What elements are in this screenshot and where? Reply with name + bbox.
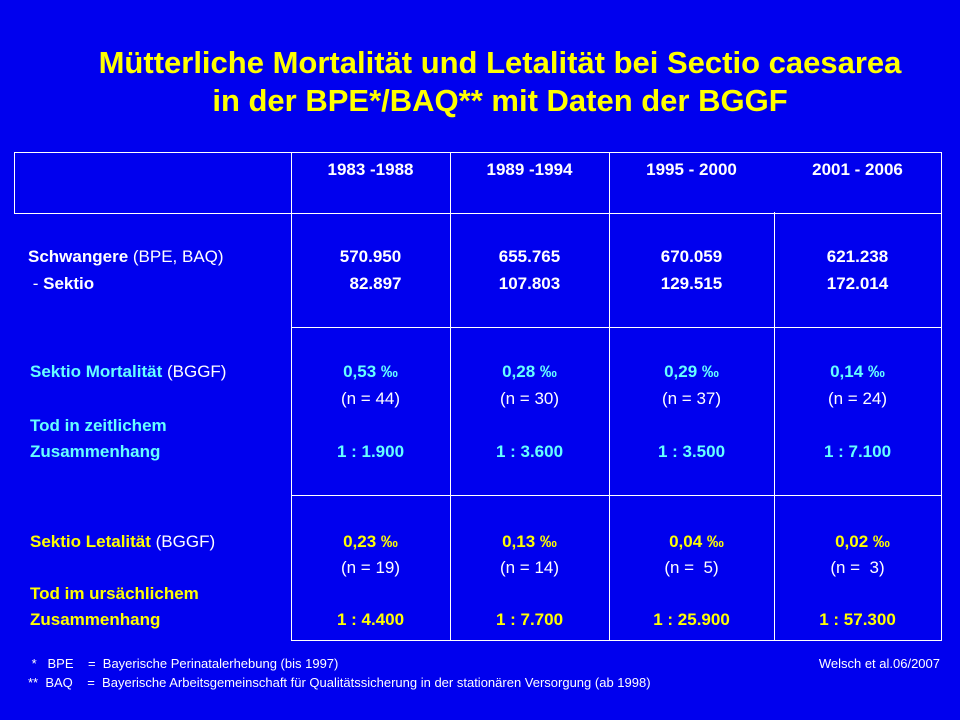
row-label-mortality: Sektio Mortalität (BGGF) bbox=[30, 362, 226, 381]
period-header-1: 1983 -1988 bbox=[327, 160, 414, 179]
mortality-ratio-1: 1 : 1.900 bbox=[336, 442, 405, 461]
lethality-count-4: (n = 3) bbox=[830, 558, 885, 577]
pregnant-value-1: 570.950 bbox=[339, 247, 402, 266]
row-label-lethality: Sektio Letalität (BGGF) bbox=[30, 532, 215, 551]
sektio-value-3: 129.515 bbox=[660, 274, 723, 293]
lethality-rate-3: 0,04 ‰ bbox=[669, 532, 724, 551]
mortality-count-2: (n = 30) bbox=[499, 389, 560, 408]
label-lethality-source: (BGGF) bbox=[150, 532, 216, 551]
mortality-rate-3: 0,29 ‰ bbox=[664, 362, 719, 381]
pregnant-value-4: 621.238 bbox=[826, 247, 889, 266]
lethality-ratio-1: 1 : 4.400 bbox=[336, 610, 405, 629]
sektio-value-4: 172.014 bbox=[826, 274, 889, 293]
mortality-count-4: (n = 24) bbox=[827, 389, 888, 408]
table-row-rule-1 bbox=[291, 327, 942, 328]
mortality-rate-2: 0,28 ‰ bbox=[502, 362, 557, 381]
credit: Welsch et al.06/2007 bbox=[818, 656, 940, 671]
label-lethality: Sektio Letalität bbox=[30, 532, 151, 551]
mortality-desc-1: Tod in zeitlichem bbox=[30, 416, 167, 435]
pregnant-value-2: 655.765 bbox=[498, 247, 561, 266]
mortality-count-3: (n = 37) bbox=[661, 389, 722, 408]
data-table: 1983 -1988 1989 -1994 1995 - 2000 2001 -… bbox=[14, 152, 942, 641]
period-header-3: 1995 - 2000 bbox=[646, 160, 737, 179]
footnote-bpe: * BPE = Bayerische Perinatalerhebung (bi… bbox=[28, 656, 339, 671]
period-header-2: 1989 -1994 bbox=[486, 160, 573, 179]
table-border-top bbox=[14, 152, 942, 153]
title-line-2: in der BPE*/BAQ** mit Daten der BGGF bbox=[212, 83, 788, 118]
footnote-baq: ** BAQ = Bayerische Arbeitsgemeinschaft … bbox=[28, 675, 651, 690]
mortality-ratio-4: 1 : 7.100 bbox=[823, 442, 892, 461]
label-sektio: Sektio bbox=[43, 274, 95, 293]
lethality-count-2: (n = 14) bbox=[499, 558, 560, 577]
table-border-right bbox=[941, 152, 942, 641]
sektio-dash: - bbox=[28, 274, 44, 293]
mortality-count-1: (n = 44) bbox=[340, 389, 401, 408]
title-line-1: Mütterliche Mortalität und Letalität bei… bbox=[98, 45, 902, 80]
lethality-rate-1: 0,23 ‰ bbox=[343, 532, 398, 551]
lethality-rate-4: 0,02 ‰ bbox=[835, 532, 890, 551]
table-divider-1 bbox=[291, 152, 292, 641]
mortality-rate-1: 0,53 ‰ bbox=[343, 362, 398, 381]
pregnant-value-3: 670.059 bbox=[660, 247, 723, 266]
table-border-left bbox=[14, 152, 15, 214]
sektio-value-1: 82.897 bbox=[349, 274, 402, 293]
row-label-pregnant: Schwangere (BPE, BAQ) bbox=[28, 247, 224, 266]
lethality-ratio-4: 1 : 57.300 bbox=[819, 610, 896, 629]
lethality-count-1: (n = 19) bbox=[340, 558, 401, 577]
label-mortality: Sektio Mortalität bbox=[30, 362, 163, 381]
table-row-rule-2 bbox=[291, 495, 942, 496]
table-divider-2 bbox=[450, 152, 451, 641]
row-label-sektio: - Sektio bbox=[28, 274, 94, 293]
lethality-count-3: (n = 5) bbox=[664, 558, 719, 577]
mortality-rate-4: 0,14 ‰ bbox=[830, 362, 885, 381]
table-border-bottom bbox=[291, 640, 942, 641]
lethality-ratio-3: 1 : 25.900 bbox=[653, 610, 730, 629]
sektio-value-2: 107.803 bbox=[498, 274, 561, 293]
table-header-rule bbox=[14, 213, 942, 214]
mortality-desc-2: Zusammenhang bbox=[30, 442, 161, 461]
label-pregnant: Schwangere bbox=[28, 247, 129, 266]
lethality-desc-2: Zusammenhang bbox=[30, 610, 161, 629]
table-divider-3 bbox=[609, 152, 610, 641]
mortality-ratio-3: 1 : 3.500 bbox=[657, 442, 726, 461]
table-divider-4 bbox=[774, 212, 775, 641]
lethality-desc-1: Tod im ursächlichem bbox=[30, 584, 199, 603]
label-pregnant-source: (BPE, BAQ) bbox=[128, 247, 224, 266]
mortality-ratio-2: 1 : 3.600 bbox=[495, 442, 564, 461]
lethality-rate-2: 0,13 ‰ bbox=[502, 532, 557, 551]
label-mortality-source: (BGGF) bbox=[162, 362, 227, 381]
slide-title: Mütterliche Mortalität und Letalität bei… bbox=[0, 44, 960, 120]
period-header-4: 2001 - 2006 bbox=[812, 160, 903, 179]
lethality-ratio-2: 1 : 7.700 bbox=[495, 610, 564, 629]
